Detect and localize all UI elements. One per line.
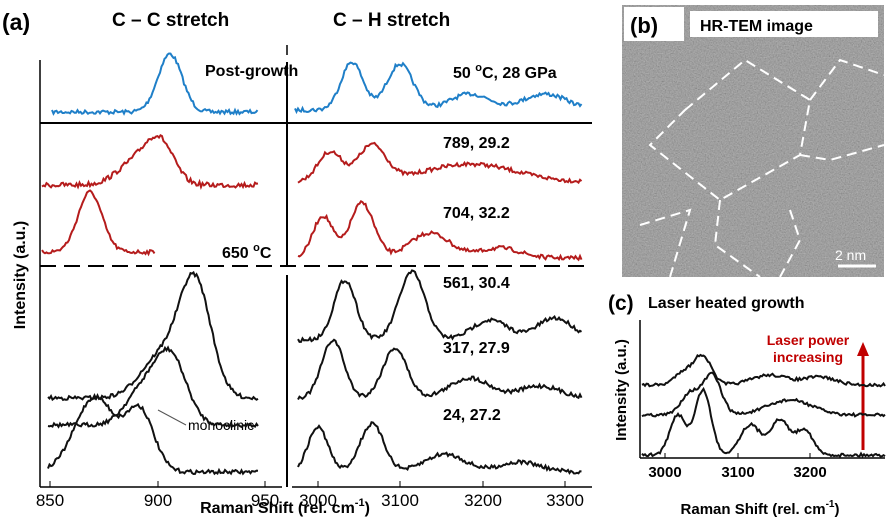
title-right: C – H stretch bbox=[333, 10, 450, 31]
spectrum bbox=[42, 135, 258, 187]
spectrum bbox=[642, 389, 885, 457]
spectrum-label: 50 oC, 28 GPa bbox=[453, 62, 557, 82]
panel-title: Laser heated growth bbox=[648, 295, 804, 312]
x-tick-label: 950 bbox=[251, 491, 279, 510]
panel-title: HR-TEM image bbox=[700, 18, 813, 35]
x-tick-label: 3300 bbox=[546, 491, 584, 510]
spectrum-label: 24, 27.2 bbox=[443, 407, 501, 424]
panel-label: (a) bbox=[2, 9, 30, 35]
y-label: Intensity (a.u.) bbox=[12, 221, 29, 329]
label-part: C bbox=[260, 245, 272, 262]
x-tick-label: 3200 bbox=[793, 464, 826, 481]
label-part: 50 bbox=[453, 65, 475, 82]
spectrum bbox=[298, 201, 582, 259]
spectrum bbox=[42, 191, 155, 255]
panel-label: (c) bbox=[608, 292, 634, 315]
x-label: Raman Shift (rel. cm-1) bbox=[200, 497, 370, 517]
arrow-label: increasing bbox=[773, 349, 843, 365]
x-tick-label: 3100 bbox=[721, 464, 754, 481]
tem-texture bbox=[622, 5, 884, 277]
label-part: 650 bbox=[222, 245, 253, 262]
spectrum-label: 704, 32.2 bbox=[443, 205, 510, 222]
annotation: Post-growth bbox=[205, 63, 298, 80]
label-part: C, 28 GPa bbox=[482, 65, 557, 82]
spectrum-label: 561, 30.4 bbox=[443, 275, 510, 292]
x-tick-label: 900 bbox=[144, 491, 172, 510]
spectrum-label: 317, 27.9 bbox=[443, 340, 510, 357]
x-tick-label: 850 bbox=[36, 491, 64, 510]
y-label: Intensity (a.u.) bbox=[613, 339, 630, 441]
x-tick-label: 3100 bbox=[381, 491, 419, 510]
spectrum bbox=[298, 270, 582, 342]
scale-label: 2 nm bbox=[835, 247, 866, 263]
annotation: 650 oC bbox=[222, 242, 272, 262]
spectrum bbox=[48, 273, 258, 400]
spectrum bbox=[48, 395, 258, 474]
label-part: Raman Shift (rel. cm bbox=[681, 501, 826, 518]
label-part: -1 bbox=[355, 497, 365, 509]
spectrum bbox=[298, 422, 582, 473]
spectrum bbox=[298, 340, 582, 400]
title-left: C – C stretch bbox=[112, 10, 229, 31]
spectrum bbox=[298, 143, 582, 183]
x-tick-label: 3200 bbox=[464, 491, 502, 510]
x-label: Raman Shift (rel. cm-1) bbox=[681, 499, 840, 518]
label-part: ) bbox=[365, 500, 370, 517]
panel-label: (b) bbox=[630, 13, 658, 38]
arrow-head bbox=[857, 342, 869, 356]
page: (a) C – C stretch C – H stretch Intensit… bbox=[0, 0, 891, 524]
arrow-label: Laser power bbox=[767, 332, 850, 348]
x-tick-label: 3000 bbox=[299, 491, 337, 510]
figure: (a) C – C stretch C – H stretch Intensit… bbox=[0, 0, 891, 524]
spectrum bbox=[642, 373, 885, 417]
annotation-pointer bbox=[158, 410, 186, 425]
label-part: ) bbox=[834, 501, 839, 518]
spectrum-label: 789, 29.2 bbox=[443, 135, 510, 152]
spectrum bbox=[642, 355, 885, 386]
x-tick-label: 3000 bbox=[648, 464, 681, 481]
